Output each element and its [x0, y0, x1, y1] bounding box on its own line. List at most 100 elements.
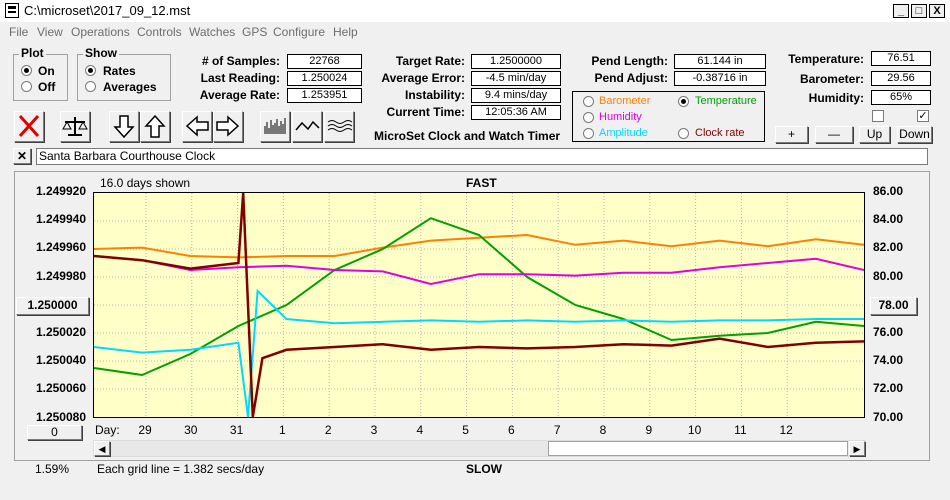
arrow-up-icon — [144, 114, 166, 138]
show-group-label: Show — [83, 46, 119, 60]
pend-length-value: 61.144 in — [674, 54, 766, 69]
grid-note: Each grid line = 1.382 secs/day — [97, 462, 265, 476]
scroll-right-arrow[interactable]: ▶ — [849, 441, 865, 456]
clock-name-input[interactable]: Santa Barbara Courthouse Clock — [36, 148, 928, 165]
day-label: Day: — [95, 423, 120, 437]
y-left-tick: 1.249920 — [35, 184, 86, 198]
last-reading-label: Last Reading: — [200, 71, 280, 85]
menu-gps[interactable]: GPS — [242, 25, 268, 39]
right-scale-button[interactable]: 78.00 — [870, 297, 917, 315]
y-right-tick: 74.00 — [873, 353, 904, 368]
plot-group-label: Plot — [19, 46, 46, 60]
pend-adjust-value: -0.38716 in — [674, 71, 766, 86]
y-left-tick: 1.249960 — [35, 240, 86, 255]
amplitude-radio[interactable] — [583, 128, 594, 139]
series-barometer — [93, 233, 865, 259]
show-rates-radio[interactable] — [85, 65, 96, 76]
scroll-up-button[interactable] — [140, 111, 170, 142]
checkbox-2[interactable]: ✓ — [917, 110, 929, 122]
humidity-option: Humidity — [599, 111, 642, 123]
minimize-button[interactable]: _ — [893, 4, 909, 18]
y-left-tick: 1.250080 — [35, 409, 86, 424]
plus-button[interactable]: + — [775, 126, 808, 143]
window-title: C:\microset\2017_09_12.mst — [24, 3, 191, 18]
humidity-radio[interactable] — [583, 112, 594, 123]
menu-operations[interactable]: Operations — [71, 25, 130, 39]
temperature-radio[interactable] — [678, 96, 689, 107]
scroll-down-button[interactable] — [109, 111, 139, 142]
x-tick: 1 — [279, 423, 286, 437]
y-left-tick: 1.249940 — [35, 212, 86, 227]
close-icon: ✕ — [16, 149, 28, 163]
center-rate-button[interactable]: 1.250000 — [16, 297, 89, 315]
x-tick: 12 — [779, 423, 793, 437]
x-tick: 31 — [229, 423, 244, 437]
down-button[interactable]: Down — [897, 126, 932, 143]
average-error-value: -4.5 min/day — [471, 71, 561, 86]
title-bar: C:\microset\2017_09_12.mst _ □ X — [0, 0, 950, 22]
clear-button[interactable] — [14, 111, 44, 142]
y-right-tick: 70.00 — [873, 409, 904, 424]
plot-off-radio[interactable] — [21, 81, 32, 92]
y-left-tick: 1.250020 — [35, 325, 86, 339]
samples-value: 22768 — [287, 54, 362, 69]
maximize-button[interactable]: □ — [911, 4, 927, 18]
target-rate-value: 1.2500000 — [471, 54, 561, 69]
target-rate-label: Target Rate: — [395, 54, 465, 68]
scroll-left-arrow[interactable]: ◀ — [94, 441, 110, 456]
x-tick: 29 — [138, 423, 152, 437]
y-right-tick: 84.00 — [873, 212, 904, 227]
menu-watches[interactable]: Watches — [189, 25, 236, 39]
y-left-tick: 1.249980 — [35, 268, 86, 283]
slow-label: SLOW — [466, 462, 502, 476]
humidity-value: 65% — [871, 90, 931, 105]
menu-controls[interactable]: Controls — [137, 25, 182, 39]
current-time-label: Current Time: — [386, 105, 465, 119]
up-button[interactable]: Up — [859, 126, 890, 143]
last-reading-value: 1.250024 — [287, 71, 362, 86]
line-view-button[interactable] — [292, 111, 322, 142]
scales-icon — [62, 117, 88, 136]
instability-label: Instability: — [404, 88, 465, 102]
days-shown: 16.0 days shown — [100, 176, 191, 190]
average-rate-label: Average Rate: — [199, 88, 280, 102]
checkbox-1[interactable] — [872, 110, 884, 122]
show-averages-radio[interactable] — [85, 81, 96, 92]
x-tick: 10 — [687, 423, 702, 437]
wave-view-button[interactable] — [324, 111, 354, 142]
barometer-option: Barometer — [599, 95, 651, 107]
menu-view[interactable]: View — [37, 25, 63, 39]
current-time-value: 12:05:36 AM — [471, 105, 561, 120]
balance-button[interactable] — [60, 111, 90, 142]
scroll-left-button[interactable] — [182, 111, 212, 142]
series-amplitude — [93, 288, 864, 418]
scrollbar-thumb[interactable] — [548, 441, 848, 456]
y-left-tick: 1.250060 — [35, 381, 86, 396]
horizontal-scrollbar[interactable]: ◀ ▶ — [93, 440, 866, 457]
barometer-radio[interactable] — [583, 96, 594, 107]
show-rates-label: Rates — [103, 64, 136, 78]
offset-button[interactable]: 0 — [27, 425, 82, 440]
line-graph-icon — [295, 120, 320, 131]
bars-view-button[interactable] — [260, 111, 290, 142]
x-tick: 7 — [553, 423, 561, 437]
scroll-right-button[interactable] — [213, 111, 243, 142]
close-button[interactable]: X — [929, 4, 945, 18]
clock-rate-option: Clock rate — [695, 127, 745, 139]
clear-name-button[interactable]: ✕ — [13, 148, 31, 164]
fast-label: FAST — [466, 176, 497, 190]
menu-help[interactable]: Help — [333, 25, 358, 39]
x-tick: 6 — [508, 423, 515, 437]
minus-button[interactable]: — — [815, 126, 853, 143]
clock-rate-radio[interactable] — [678, 128, 689, 139]
x-tick: 5 — [462, 423, 469, 437]
percent-label: 1.59% — [35, 462, 70, 476]
app-caption: MicroSet Clock and Watch Timer — [374, 129, 561, 143]
show-group — [77, 54, 171, 101]
humidity-label: Humidity: — [808, 91, 864, 105]
menu-configure[interactable]: Configure — [273, 25, 326, 39]
line-chart — [93, 192, 865, 418]
menu-file[interactable]: File — [9, 25, 29, 39]
plot-on-radio[interactable] — [21, 65, 32, 76]
temperature-label: Temperature: — [788, 52, 864, 66]
